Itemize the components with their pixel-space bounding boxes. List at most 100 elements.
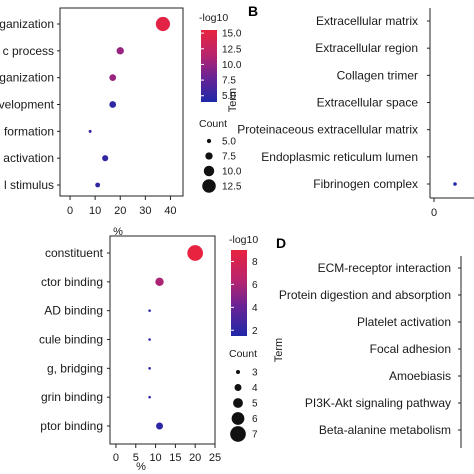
panel-c-point <box>148 395 151 399</box>
panel-a-point <box>95 182 101 188</box>
panel-c-category-label: ctor binding <box>41 275 103 289</box>
panel-d-letter: D <box>276 235 286 251</box>
panel-a-color-legend-ticks: 15.0 12.5 10.0 7.5 5.0 <box>201 29 242 102</box>
panel-d-category-label: Platelet activation <box>357 315 451 329</box>
panel-c-x-label: % <box>136 461 146 473</box>
panel-a-category-label: c process <box>3 44 54 58</box>
panel-a-size-legend: Count 5.0 7.5 10.0 12.5 <box>199 118 242 193</box>
panel-c-category-label: g, bridging <box>47 361 103 375</box>
panel-c-size-legend-label: 4 <box>252 383 258 394</box>
panel-c-point <box>148 367 151 370</box>
panel-d-category-label: Amoebiasis <box>389 369 451 383</box>
panel-c-point <box>148 338 151 341</box>
panel-a-points <box>88 16 170 188</box>
panel-c-size-legend-dot <box>234 384 242 391</box>
panel-c-color-bar <box>231 250 247 336</box>
panel-c-color-legend-tick-label: 6 <box>252 280 258 291</box>
panel-a-color-legend-tick-label: 7.5 <box>222 76 236 87</box>
panel-c-x-ticks: 0 5 10 15 20 25 <box>113 444 221 464</box>
panel-c-x-tick-label: 10 <box>149 452 161 464</box>
panel-a-category-label: rganization <box>0 71 54 85</box>
panel-a-category-label: l stimulus <box>4 178 54 192</box>
panel-a-x-tick-label: 10 <box>89 205 101 217</box>
panel-c-category-labels: constituent ctor binding AD binding cule bi… <box>39 246 110 433</box>
panel-c-point <box>155 277 164 287</box>
panel-a-color-legend-tick-label: 12.5 <box>222 44 242 55</box>
panel-b-category-label: Endoplasmic reticulum lumen <box>261 150 418 164</box>
panel-b-points <box>453 182 457 186</box>
panel-a-point <box>109 101 117 108</box>
panel-c-x-tick-label: 20 <box>189 452 201 464</box>
panel-b-point <box>453 182 457 186</box>
panel-a: rganization c process rganization evelopmen… <box>0 7 242 238</box>
panel-c-x-tick-label: 5 <box>133 452 139 464</box>
panel-c-point <box>156 422 163 430</box>
panel-a-color-legend-tick-label: 5.0 <box>222 91 236 102</box>
panel-a-size-legend-dot <box>205 152 213 160</box>
panel-a-x-label: % <box>113 226 123 238</box>
panel-d-y-title: Term <box>273 338 285 362</box>
panel-c-points <box>148 245 204 430</box>
panel-a-x-ticks: 0 10 20 30 40 <box>67 196 177 217</box>
panel-b-category-labels: Extracellular matrix Extracellular region… <box>237 14 430 191</box>
panel-c-x-tick-label: 0 <box>113 452 119 464</box>
panel-c-category-label: cule binding <box>39 333 103 347</box>
panel-a-size-legend-label: 10.0 <box>222 167 242 178</box>
panel-a-point <box>88 129 92 133</box>
panel-a-size-legend-dot <box>206 138 212 144</box>
panel-b-category-label: Proteinaceous extracellular matrix <box>237 123 418 137</box>
panel-a-x-tick-label: 20 <box>114 205 126 217</box>
panel-c-category-label: AD binding <box>44 304 103 318</box>
panel-c-category-label: grin binding <box>41 390 103 404</box>
panel-c-category-label: constituent <box>45 246 104 260</box>
panel-c-size-legend-label: 6 <box>252 414 258 425</box>
panel-d-category-label: ECM-receptor interaction <box>318 261 451 275</box>
panel-a-size-legend-title: Count <box>199 118 227 130</box>
panel-a-size-legend-label: 5.0 <box>222 137 236 148</box>
panel-c-size-legend-dot <box>233 398 243 408</box>
panel-a-category-labels: rganization c process rganization evelopmen… <box>0 17 60 192</box>
panel-c-size-legend-dot <box>231 412 245 425</box>
panel-b-category-label: Extracellular space <box>317 96 419 110</box>
panel-c-size-legend-dot <box>230 426 246 442</box>
panel-a-category-label: rganization <box>0 17 54 31</box>
panel-c-color-legend-tick-label: 2 <box>252 326 258 337</box>
panel-b-category-label: Extracellular matrix <box>316 14 418 28</box>
panel-b-x-ticks: 0 <box>431 198 437 219</box>
panel-a-x-tick-label: 0 <box>67 205 73 217</box>
panel-a-point <box>109 74 117 82</box>
panel-c-point <box>187 245 204 261</box>
panel-c-color-legend: -log10 8 6 4 2 <box>229 234 258 337</box>
panel-d-category-labels: ECM-receptor interaction Protein digestio… <box>279 261 461 437</box>
panel-a-size-legend-label: 12.5 <box>222 182 242 193</box>
panel-c-size-legend-title: Count <box>229 348 257 360</box>
panel-a-color-bar <box>201 30 217 102</box>
panel-c-x-tick-label: 15 <box>169 452 181 464</box>
panel-c-size-legend-label: 3 <box>252 368 258 379</box>
panel-c-size-legend-label: 7 <box>252 430 258 441</box>
panel-c-plot-frame <box>109 235 216 445</box>
panel-a-point <box>102 155 109 162</box>
panel-d: D Term ECM-receptor interaction Protein d… <box>273 235 462 448</box>
panel-a-size-legend-dot <box>202 179 216 193</box>
panel-c-x-tick-label: 25 <box>209 452 221 464</box>
panel-d-category-label: Protein digestion and absorption <box>279 288 451 302</box>
panel-a-size-legend-label: 7.5 <box>222 152 236 163</box>
panel-a-point <box>116 47 124 55</box>
panel-b-category-label: Collagen trimer <box>337 68 418 82</box>
panel-b-x-tick-label: 0 <box>431 207 437 219</box>
panel-c-size-legend-label: 5 <box>252 399 258 410</box>
panel-c-category-label: ptor binding <box>40 419 103 433</box>
panel-c-point <box>148 309 151 312</box>
panel-a-category-label: formation <box>4 124 54 138</box>
panel-b-y-title: Term <box>227 88 239 112</box>
panel-c-color-legend-tick-label: 4 <box>252 303 258 314</box>
panel-c-color-legend-tick-label: 8 <box>252 257 258 268</box>
panel-a-category-label: evelopment <box>0 98 55 112</box>
panel-a-size-legend-items: 5.0 7.5 10.0 12.5 <box>202 137 242 193</box>
panel-c-size-legend-items: 3 4 5 6 7 <box>230 368 258 442</box>
panel-b: B Term Extracellular matrixExtracellular… <box>227 3 474 219</box>
panel-b-letter: B <box>248 3 258 19</box>
panel-b-category-label: Fibrinogen complex <box>313 177 418 191</box>
